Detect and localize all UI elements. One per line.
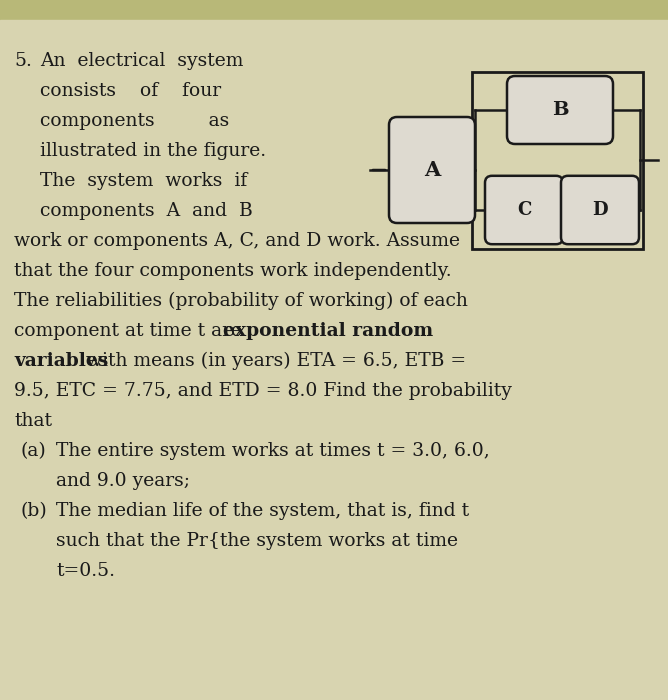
Text: exponential random: exponential random bbox=[223, 322, 433, 340]
Text: The median life of the system, that is, find t: The median life of the system, that is, … bbox=[56, 502, 469, 520]
FancyBboxPatch shape bbox=[485, 176, 563, 244]
Text: B: B bbox=[552, 101, 568, 119]
Bar bbox=[472, 72, 643, 249]
Text: 9.5, ETC = 7.75, and ETD = 8.0 Find the probability: 9.5, ETC = 7.75, and ETD = 8.0 Find the … bbox=[14, 382, 512, 400]
Text: The  system  works  if: The system works if bbox=[40, 172, 247, 190]
FancyBboxPatch shape bbox=[561, 176, 639, 244]
Text: component at time t are: component at time t are bbox=[14, 322, 248, 340]
Text: 5.: 5. bbox=[14, 52, 32, 70]
Text: C: C bbox=[517, 201, 531, 219]
Text: consists    of    four: consists of four bbox=[40, 82, 221, 100]
Text: (a): (a) bbox=[20, 442, 45, 460]
Text: that the four components work independently.: that the four components work independen… bbox=[14, 262, 452, 280]
Text: components         as: components as bbox=[40, 112, 229, 130]
Text: such that the Pr{the system works at time: such that the Pr{the system works at tim… bbox=[56, 532, 458, 550]
Text: D: D bbox=[593, 201, 608, 219]
Text: variables: variables bbox=[14, 352, 108, 370]
Text: and 9.0 years;: and 9.0 years; bbox=[56, 472, 190, 490]
Text: with means (in years) ETA = 6.5, ETB =: with means (in years) ETA = 6.5, ETB = bbox=[80, 352, 466, 370]
Text: (b): (b) bbox=[20, 502, 47, 520]
FancyBboxPatch shape bbox=[507, 76, 613, 144]
Text: An  electrical  system: An electrical system bbox=[40, 52, 243, 70]
Text: that: that bbox=[14, 412, 52, 430]
Text: A: A bbox=[424, 160, 440, 180]
Text: The entire system works at times t = 3.0, 6.0,: The entire system works at times t = 3.0… bbox=[56, 442, 490, 460]
Text: components  A  and  B: components A and B bbox=[40, 202, 253, 220]
Text: t=0.5.: t=0.5. bbox=[56, 562, 115, 580]
Text: illustrated in the figure.: illustrated in the figure. bbox=[40, 142, 266, 160]
Text: work or components A, C, and D work. Assume: work or components A, C, and D work. Ass… bbox=[14, 232, 460, 250]
FancyBboxPatch shape bbox=[389, 117, 475, 223]
Text: The reliabilities (probability of working) of each: The reliabilities (probability of workin… bbox=[14, 292, 468, 310]
